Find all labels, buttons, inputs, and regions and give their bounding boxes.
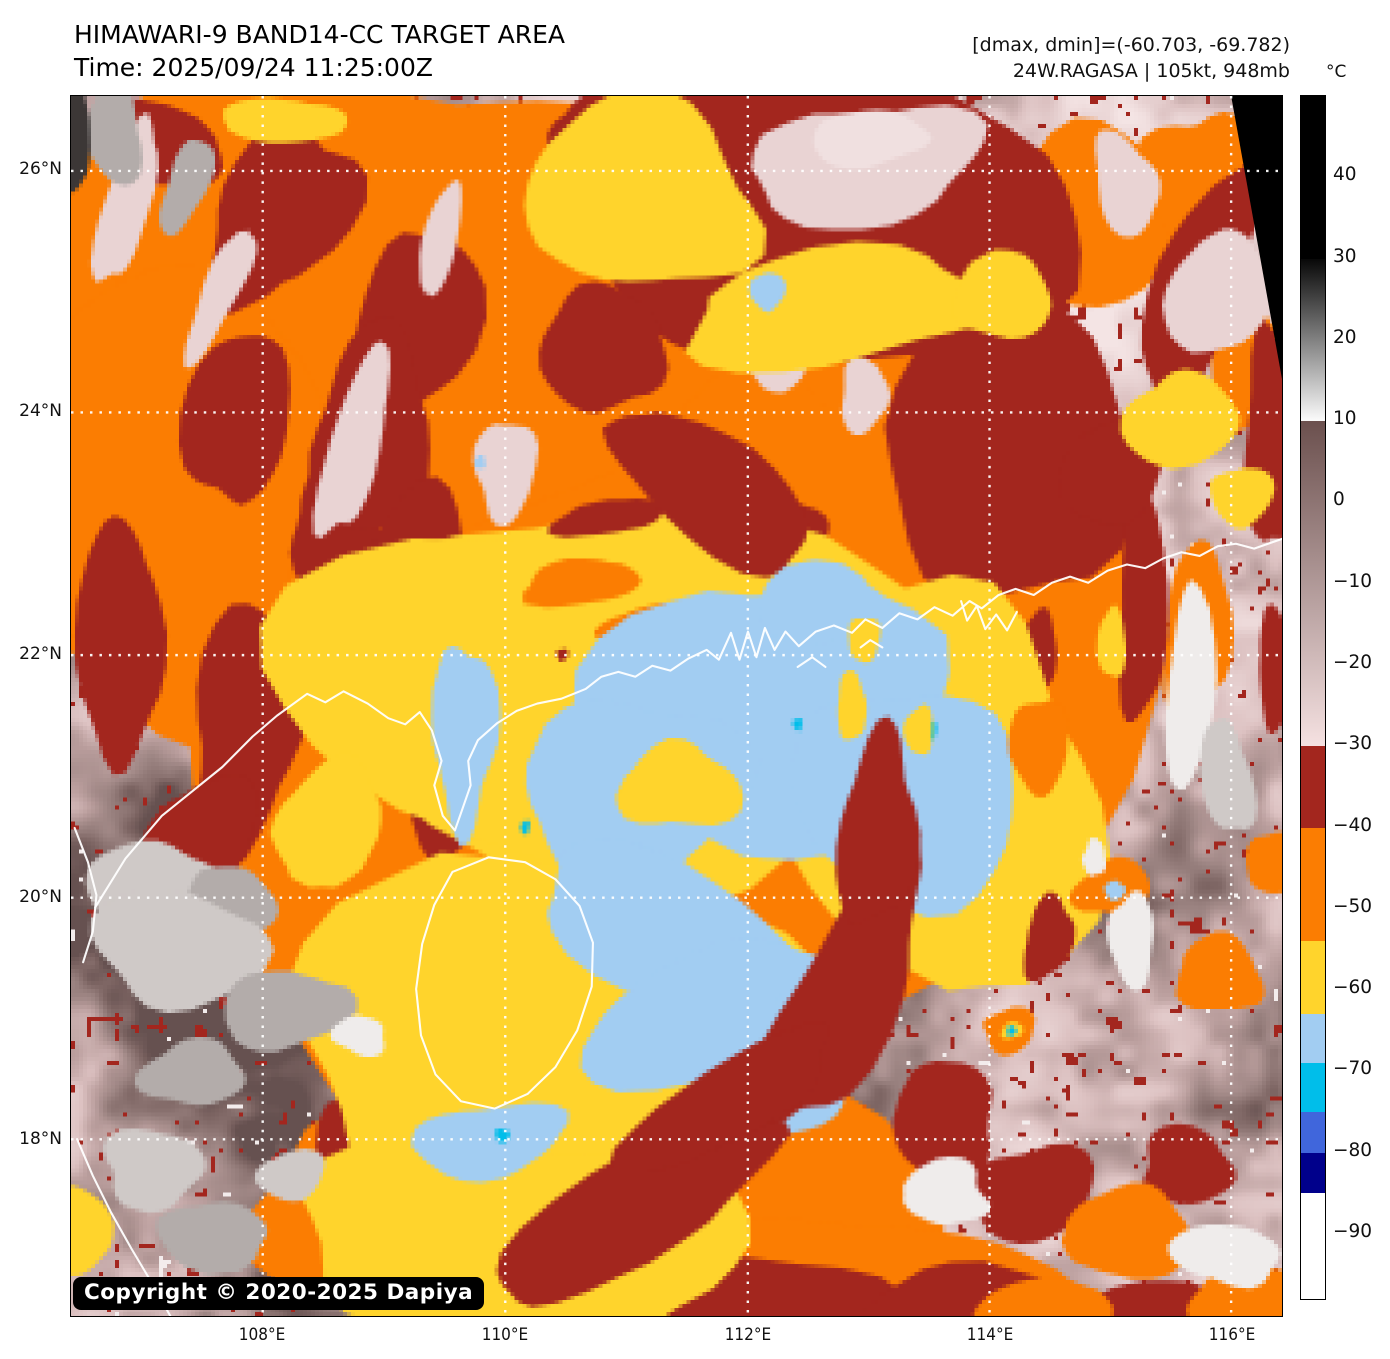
colorbar-unit-label: °C — [1326, 62, 1347, 82]
colorbar-segment — [1301, 827, 1325, 942]
colorbar-segment — [1301, 1112, 1325, 1153]
colorbar-tick-label: −30 — [1333, 733, 1373, 755]
lat-tick-label: 26°N — [19, 159, 62, 180]
coastline — [73, 826, 98, 964]
satellite-map: Copyright © 2020-2025 Dapiya — [70, 95, 1283, 1317]
colorbar-segment — [1301, 1063, 1325, 1112]
map-overlay-svg — [71, 96, 1282, 1316]
colorbar-tick-label: 30 — [1333, 245, 1357, 267]
colorbar-tick-label: 20 — [1333, 326, 1357, 348]
colorbar-segment — [1301, 1152, 1325, 1194]
lat-tick-label: 18°N — [19, 1129, 62, 1150]
colorbar-segment — [1301, 1014, 1325, 1064]
colorbar-segment — [1301, 96, 1325, 259]
lon-tick-label: 112°E — [724, 1325, 772, 1345]
coastline — [94, 537, 1282, 909]
figure-annotations: [dmax, dmin]=(-60.703, -69.782) 24W.RAGA… — [972, 33, 1290, 84]
coastline — [960, 600, 1018, 632]
lat-tick-label: 20°N — [19, 886, 62, 907]
lat-tick-label: 22°N — [19, 644, 62, 665]
colorbar-segment — [1301, 258, 1325, 422]
coastline — [796, 656, 827, 669]
colorbar-tick-label: −60 — [1333, 977, 1373, 999]
annotation-storm-info: 24W.RAGASA | 105kt, 948mb — [1012, 59, 1290, 82]
no-data-wedge — [1231, 96, 1282, 380]
figure-time: Time: 2025/09/24 11:25:00Z — [74, 53, 433, 82]
colorbar-tick-label: 0 — [1333, 489, 1345, 511]
colorbar-tick-label: −40 — [1333, 814, 1373, 836]
colorbar-segment — [1301, 746, 1325, 828]
copyright-badge: Copyright © 2020-2025 Dapiya — [73, 1277, 485, 1310]
colorbar-tick-label: 10 — [1333, 408, 1357, 430]
colorbar-segment — [1301, 421, 1325, 747]
colorbar-tick-label: −70 — [1333, 1058, 1373, 1080]
colorbar-tick-label: 40 — [1333, 164, 1357, 186]
lon-tick-label: 116°E — [1208, 1325, 1256, 1345]
lat-tick-label: 24°N — [19, 400, 62, 421]
colorbar-tick-label: −20 — [1333, 651, 1373, 673]
satellite-image-canvas — [71, 96, 1282, 1316]
coastline — [415, 856, 594, 1110]
annotation-dmax-dmin: [dmax, dmin]=(-60.703, -69.782) — [972, 34, 1290, 56]
lon-tick-label: 108°E — [238, 1325, 286, 1345]
coastline — [859, 639, 884, 649]
colorbar-tick-label: −10 — [1333, 570, 1373, 592]
colorbar — [1300, 95, 1326, 1300]
figure-title: HIMAWARI-9 BAND14-CC TARGET AREA — [74, 20, 566, 49]
lon-tick-label: 110°E — [481, 1325, 529, 1345]
colorbar-tick-label: −90 — [1333, 1220, 1373, 1242]
colorbar-tick-label: −80 — [1333, 1139, 1373, 1161]
colorbar-segment — [1301, 941, 1325, 1015]
colorbar-segment — [1301, 1193, 1325, 1299]
colorbar-tick-label: −50 — [1333, 895, 1373, 917]
lon-tick-label: 114°E — [966, 1325, 1014, 1345]
